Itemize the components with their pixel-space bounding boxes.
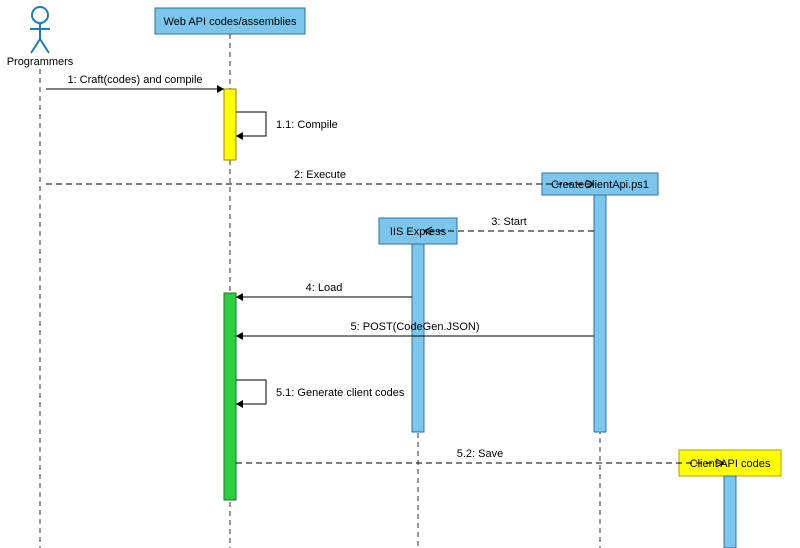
sequence-diagram: Programmers Web API codes/assemblies Creat…	[0, 0, 800, 548]
actor-label: Programmers	[7, 56, 74, 68]
message-label-m5.1: 5.1: Generate client codes	[276, 387, 405, 399]
message-label-m5: 5: POST(CodeGen.JSON)	[351, 321, 480, 333]
participant-label-createapi: CreateClientApi.ps1	[551, 179, 649, 191]
message-label-m1.1: 1.1: Compile	[276, 119, 338, 131]
message-label-m4: 4: Load	[306, 282, 343, 294]
message-m5.1	[236, 380, 266, 404]
message-label-m2: 2: Execute	[294, 169, 346, 181]
activation-webapi-0	[224, 89, 236, 160]
message-label-m5.2: 5.2: Save	[457, 448, 503, 460]
activation-createapi-1	[594, 195, 606, 432]
message-label-m1: 1: Craft(codes) and compile	[67, 74, 202, 86]
participant-label-client: Client API codes	[690, 458, 771, 470]
activation-iis-2	[412, 244, 424, 432]
activation-client-4	[724, 476, 736, 548]
participant-label-iis: IIS Express	[390, 226, 447, 238]
activation-webapi-3	[224, 293, 236, 500]
participant-label-webapi: Web API codes/assemblies	[163, 16, 297, 28]
message-m1.1	[236, 112, 266, 136]
message-label-m3: 3: Start	[491, 216, 526, 228]
actor-programmers: Programmers	[7, 7, 74, 548]
